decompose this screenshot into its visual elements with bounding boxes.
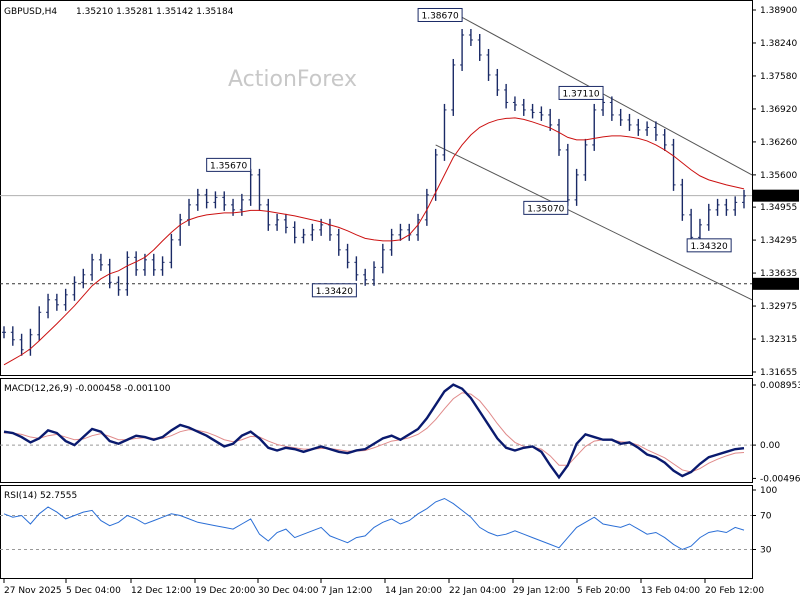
- macd-line: [3, 383, 745, 480]
- time-tick-label: 14 Jan 20:00: [385, 586, 442, 596]
- annotation-label: 1.34320: [691, 242, 728, 252]
- time-axis: 27 Nov 2025 5 Dec 04:00 12 Dec 12:00 19 Dec…: [3, 579, 764, 596]
- macd-axis: 0.008953 0.00 -0.004962: [0, 381, 800, 484]
- price-pane-frame: [0, 0, 753, 376]
- price-tick-label: 1.32975: [760, 302, 797, 312]
- rsi-lines: [3, 497, 745, 551]
- macd-pane-frame: [0, 378, 753, 483]
- ma-line: [3, 117, 745, 366]
- time-tick-label: 27 Nov 2025: [4, 586, 62, 596]
- reference-lines: 1.35184 1.33420: [0, 189, 799, 290]
- rsi-label: RSI(14) 52.7555: [4, 491, 77, 501]
- current-price-badge: [753, 189, 799, 202]
- price-tick-label: 1.31655: [760, 368, 797, 378]
- annotation-box: [206, 157, 252, 172]
- price-tick-label: 1.34295: [760, 236, 797, 246]
- time-tick-label: 20 Feb 12:00: [705, 586, 764, 596]
- channel-lines: [435, 14, 753, 301]
- annotation-box: [311, 283, 357, 298]
- price-tick-label: 1.37580: [760, 72, 797, 82]
- ohlc-header: 1.35210 1.35281 1.35142 1.35184: [76, 7, 234, 17]
- macd-tick-label: 0.008953: [760, 381, 800, 391]
- price-axis: 1.38900 1.38240 1.37580 1.36920 1.36260 1.356…: [752, 6, 797, 378]
- time-tick-label: 29 Jan 12:00: [513, 586, 570, 596]
- annotation-box: [558, 85, 604, 100]
- price-tick-label: 1.33635: [760, 269, 797, 279]
- current-price-label: 1.35184: [757, 192, 794, 202]
- price-tick-label: 1.32315: [760, 335, 797, 345]
- annotation-label: 1.37110: [562, 89, 599, 99]
- macd-tick-label: -0.004962: [760, 474, 800, 484]
- annotation-box: [523, 200, 569, 215]
- annotation-label: 1.35670: [210, 161, 247, 171]
- time-tick-label: 30 Dec 04:00: [258, 586, 319, 596]
- support-label: 1.33420: [757, 280, 794, 290]
- price-tick-label: 1.38900: [760, 6, 797, 16]
- rsi-pane-frame: [0, 485, 753, 579]
- annotation-label: 1.35070: [527, 204, 564, 214]
- watermark: ActionForex: [228, 67, 357, 92]
- chart-title: GBPUSD,H4: [4, 7, 57, 17]
- price-tick-label: 1.38240: [760, 39, 797, 49]
- annotation-box: [417, 7, 463, 22]
- rsi-axis: 100 70 30: [0, 486, 777, 556]
- time-tick-label: 7 Jan 12:00: [321, 586, 373, 596]
- price-annotations: 1.38670 1.35670 1.37110 1.35070 1.34320 1.334…: [206, 7, 732, 298]
- time-tick-label: 5 Feb 20:00: [577, 586, 631, 596]
- annotation-label: 1.38670: [421, 11, 458, 21]
- price-tick-label: 1.36920: [760, 105, 797, 115]
- time-tick-label: 22 Jan 04:00: [449, 586, 506, 596]
- time-tick-label: 19 Dec 20:00: [195, 586, 256, 596]
- annotation-label: 1.33420: [316, 287, 353, 297]
- annotation-box: [686, 238, 732, 253]
- rsi-tick-label: 100: [760, 486, 777, 496]
- rsi-line: [3, 497, 745, 551]
- rsi-tick-label: 30: [760, 546, 772, 556]
- time-tick-label: 5 Dec 04:00: [66, 586, 121, 596]
- time-tick-label: 13 Feb 04:00: [641, 586, 700, 596]
- price-tick-label: 1.34955: [760, 203, 797, 213]
- macd-signal-line: [4, 392, 745, 473]
- channel-upper-line: [457, 14, 753, 176]
- support-badge: [753, 277, 799, 290]
- price-bars: [2, 28, 746, 356]
- price-lines: [3, 117, 745, 366]
- macd-label: MACD(12,26,9) -0.000458 -0.001100: [4, 384, 171, 394]
- price-tick-label: 1.35600: [760, 171, 797, 181]
- price-tick-label: 1.36260: [760, 138, 797, 148]
- macd-lines: [3, 383, 745, 480]
- channel-lower-line: [435, 144, 753, 301]
- macd-tick-label: 0.00: [760, 441, 780, 451]
- rsi-tick-label: 70: [760, 512, 772, 522]
- time-tick-label: 12 Dec 12:00: [131, 586, 192, 596]
